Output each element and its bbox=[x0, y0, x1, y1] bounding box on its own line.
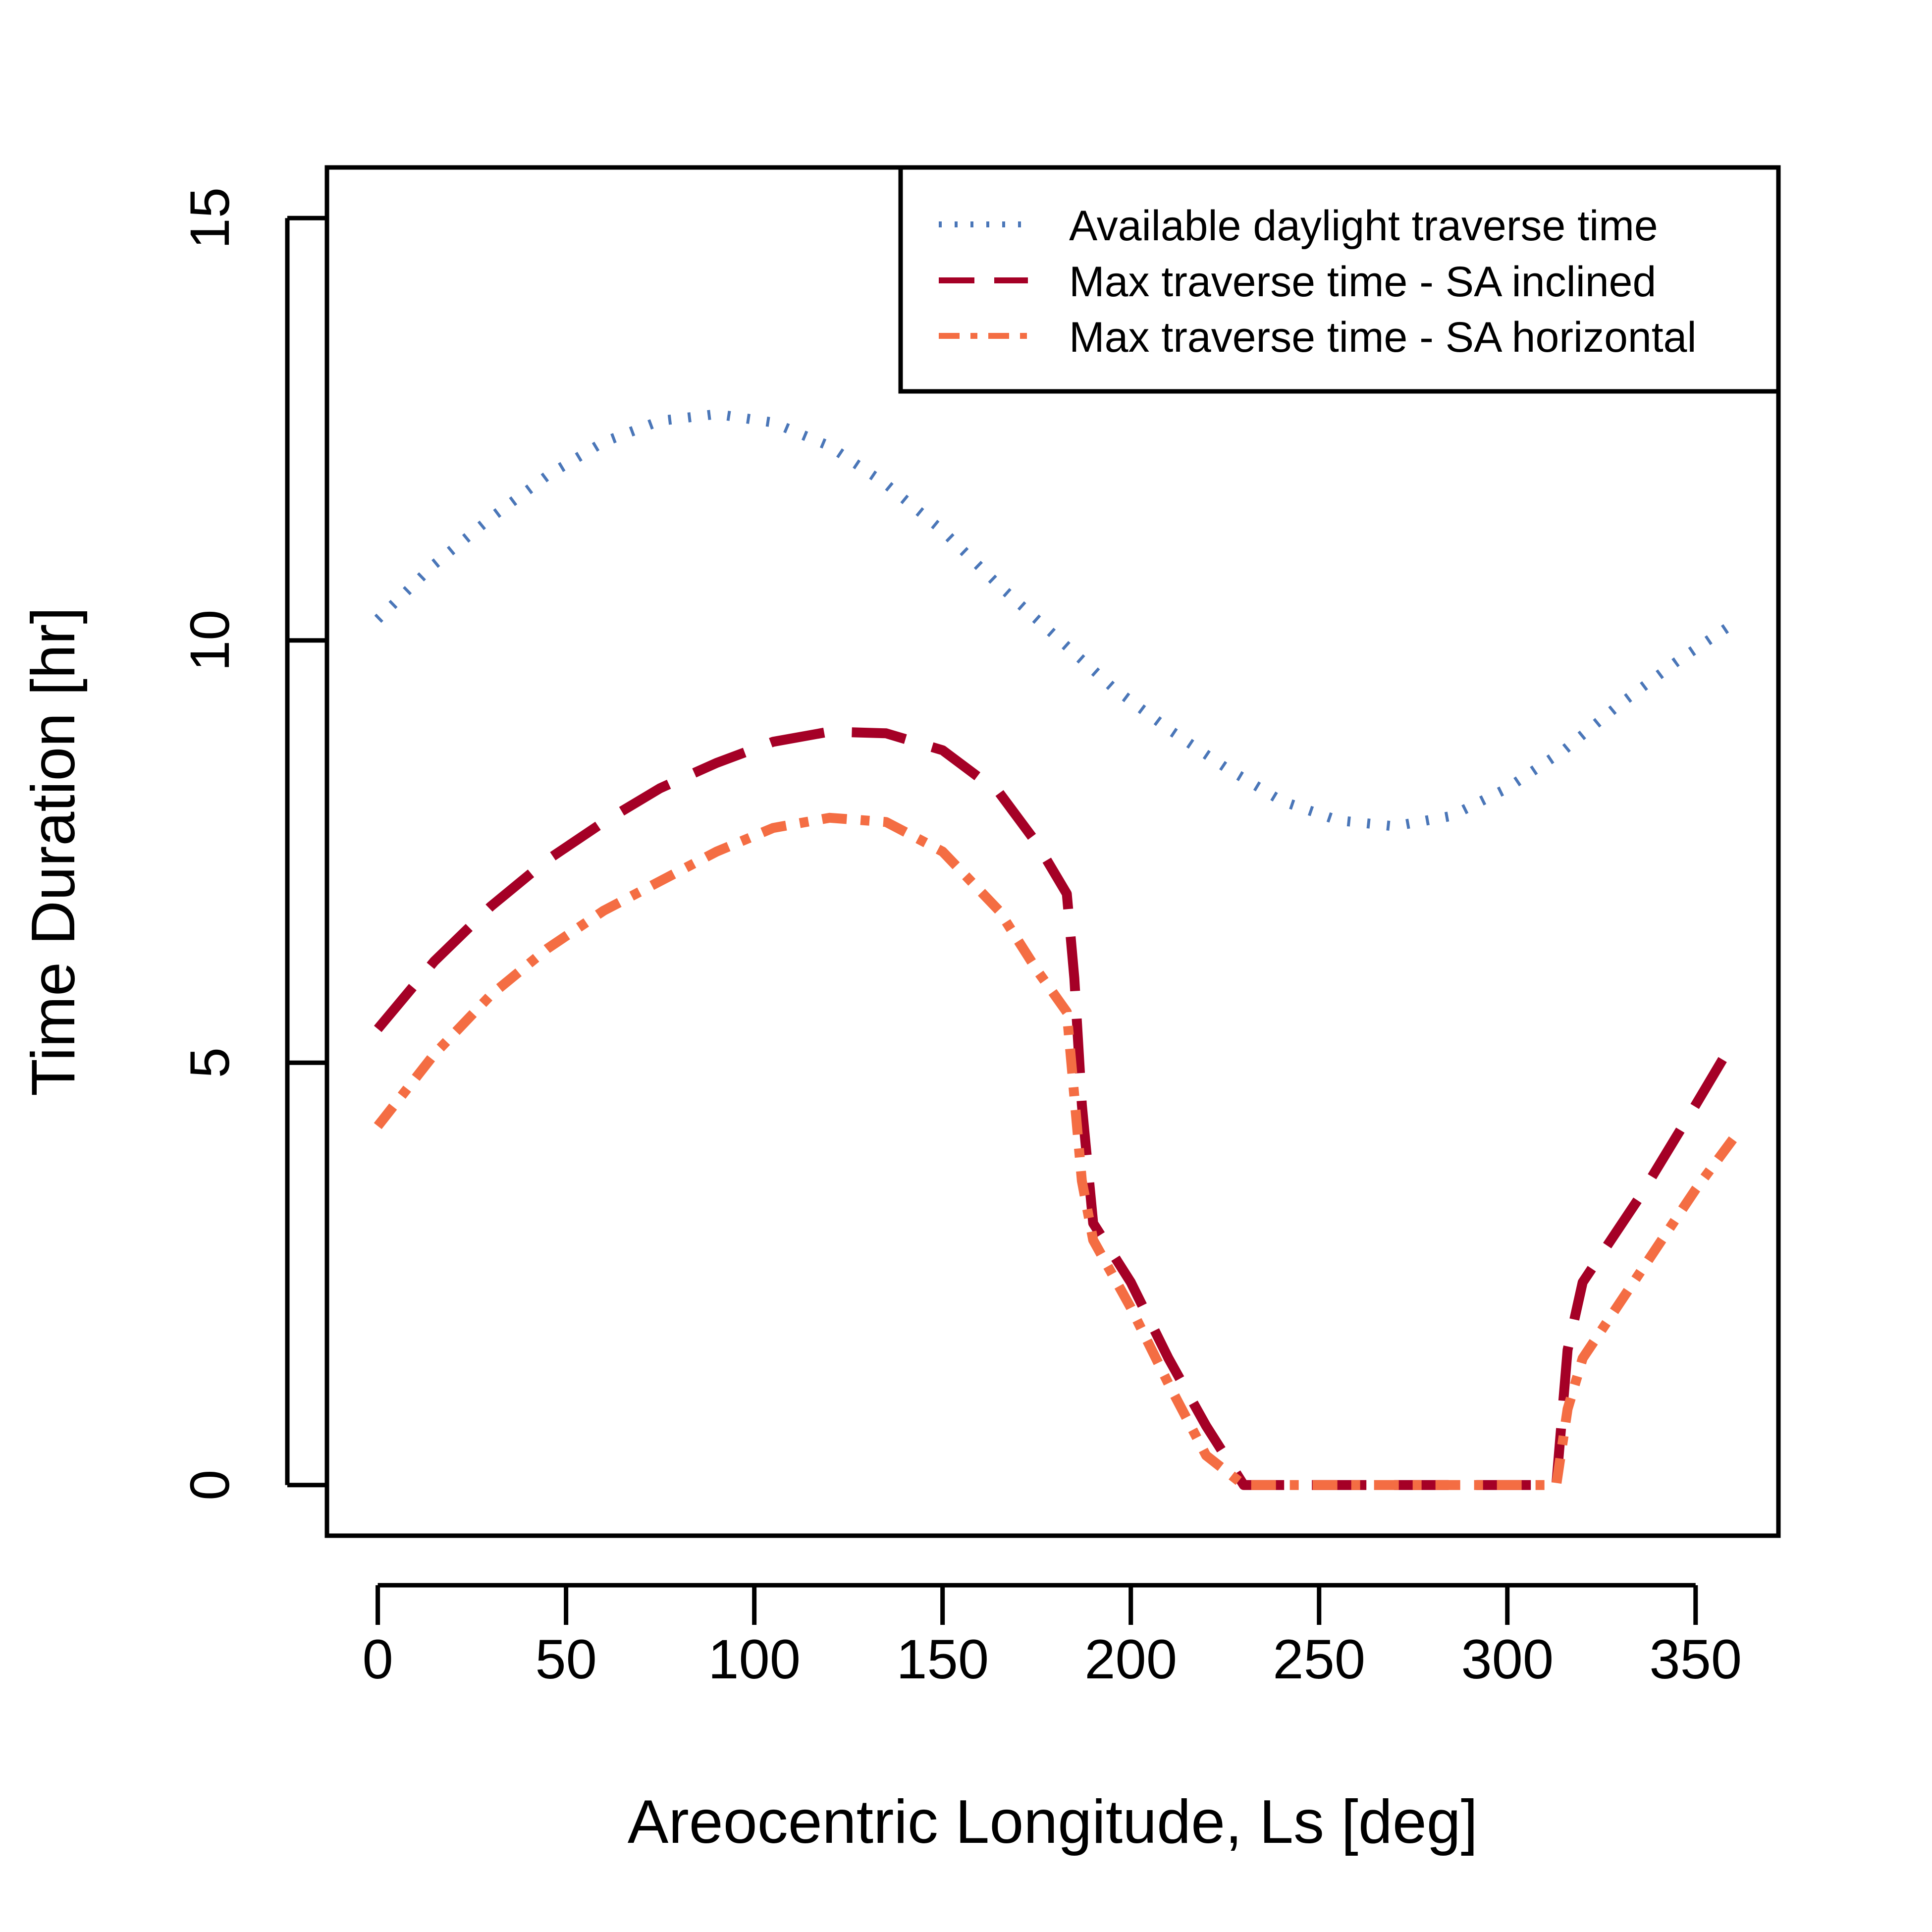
legend-label-0: Available daylight traverse time bbox=[1069, 202, 1658, 250]
series-line-2 bbox=[374, 812, 1737, 1490]
series-layer bbox=[374, 409, 1738, 1490]
y-axis: 0 5 10 15 bbox=[179, 187, 327, 1501]
x-tick-label: 200 bbox=[1084, 1628, 1177, 1690]
x-axis-title: Areocentric Longitude, Ls [deg] bbox=[628, 1788, 1478, 1856]
y-tick-label: 5 bbox=[179, 1047, 241, 1078]
y-tick-label: 0 bbox=[179, 1470, 241, 1501]
x-tick-label: 300 bbox=[1461, 1628, 1554, 1690]
y-tick-label: 10 bbox=[179, 609, 241, 671]
legend-label-1: Max traverse time - SA inclined bbox=[1069, 258, 1656, 306]
y-axis-title: Time Duration [hr] bbox=[19, 607, 88, 1096]
x-tick-label: 0 bbox=[362, 1628, 393, 1690]
x-axis: 0 50 100 150 200 250 300 350 bbox=[362, 1583, 1742, 1690]
x-tick-label: 150 bbox=[896, 1628, 989, 1690]
legend-box bbox=[898, 165, 1781, 394]
x-tick-label: 250 bbox=[1273, 1628, 1365, 1690]
x-tick-label: 350 bbox=[1649, 1628, 1742, 1690]
legend: Available daylight traverse time Max trav… bbox=[898, 165, 1781, 394]
y-tick-label: 15 bbox=[179, 187, 241, 249]
x-tick-label: 100 bbox=[708, 1628, 801, 1690]
x-tick-label: 50 bbox=[535, 1628, 597, 1690]
legend-label-2: Max traverse time - SA horizontal bbox=[1069, 314, 1697, 361]
